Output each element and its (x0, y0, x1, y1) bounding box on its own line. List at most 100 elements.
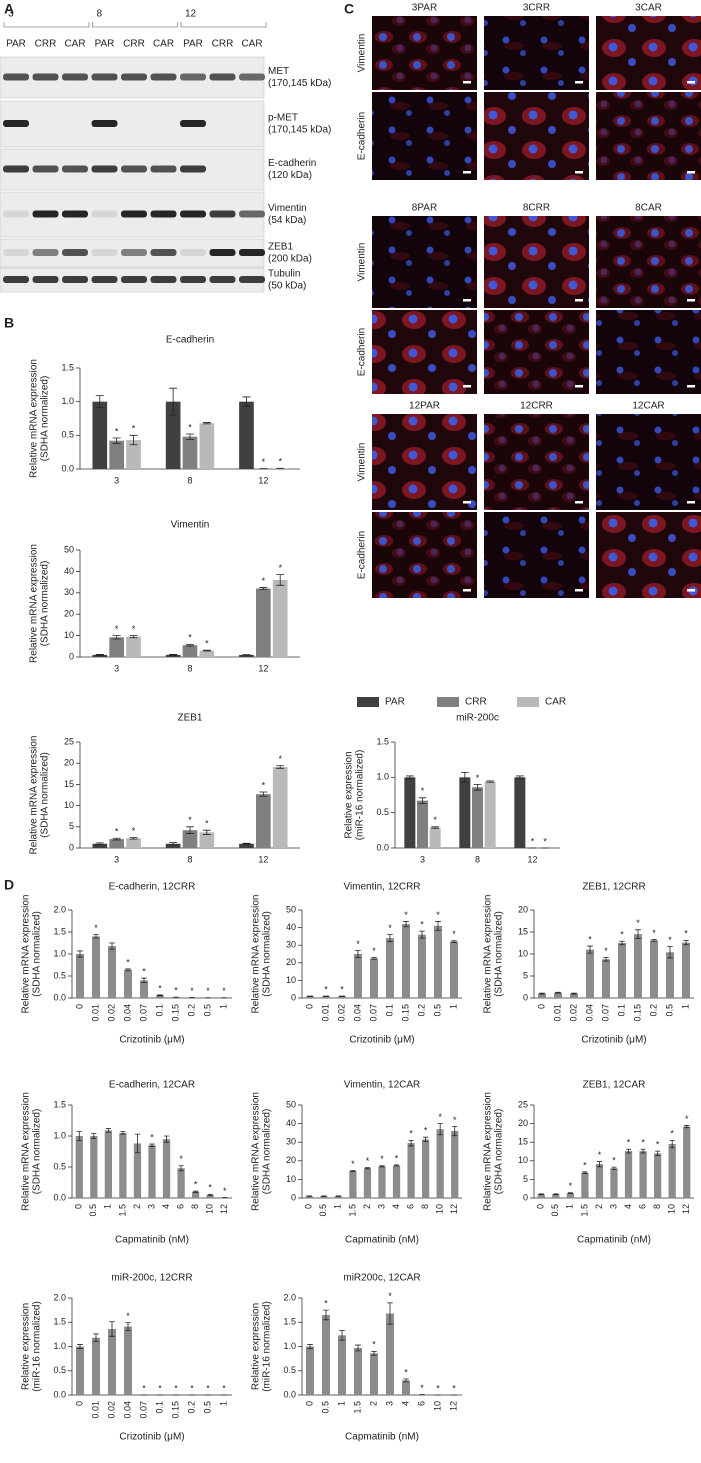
significance-mark: * (452, 1383, 456, 1393)
x-tick-label: 0.5 (550, 1204, 560, 1217)
error-bar (539, 1194, 544, 1195)
x-tick-label: 2 (368, 1401, 378, 1406)
legend-swatch (517, 697, 539, 707)
significance-mark: * (388, 923, 392, 933)
y-tick-label: 1.5 (61, 362, 74, 372)
blot-band (33, 166, 59, 173)
x-tick-label: 1.5 (347, 1204, 357, 1217)
micrograph (372, 216, 477, 308)
y-axis-label: (SDHA normalized) (40, 752, 51, 838)
x-tick-label: 8 (187, 854, 192, 864)
x-tick-label: 0.2 (416, 1004, 426, 1017)
significance-mark: * (372, 946, 376, 956)
bar (418, 935, 426, 998)
blot-band (239, 211, 265, 218)
blot-band (121, 74, 147, 81)
bar (682, 943, 690, 998)
y-tick-label: 5 (523, 1174, 528, 1184)
significance-mark: * (684, 929, 688, 939)
y-tick-label: 40 (286, 1118, 296, 1128)
y-axis-label: Relative mRNA expression (29, 736, 40, 855)
legend-swatch (437, 697, 459, 707)
bar (322, 1315, 330, 1395)
error-bar (684, 1125, 689, 1127)
significance-mark: * (278, 563, 282, 573)
y-tick-label: 10 (518, 948, 528, 958)
blot-band (92, 74, 118, 81)
bar (407, 1143, 414, 1198)
y-tick-label: 10 (64, 800, 74, 810)
blot-band (3, 249, 29, 256)
legend-label: PAR (385, 697, 405, 708)
bar (386, 938, 394, 998)
blot-band (151, 249, 177, 256)
x-axis-label: Capmatinib (nM) (577, 1235, 651, 1246)
y-axis-label: (SDHA normalized) (32, 1109, 43, 1195)
y-tick-label: 1.5 (53, 1317, 66, 1327)
bar (76, 1347, 84, 1396)
micrograph (596, 216, 701, 308)
bar (148, 1145, 155, 1198)
x-tick-label: 8 (190, 1204, 200, 1209)
blot-band (3, 74, 29, 81)
bar (683, 1127, 690, 1198)
protein-name: E-cadherin (268, 158, 316, 169)
lane-label: CAR (153, 39, 174, 50)
blot-band (239, 276, 265, 283)
blot-band (62, 211, 88, 218)
protein-size: (170,145 kDa) (268, 78, 331, 89)
significance-mark: * (340, 984, 344, 994)
blot-band (180, 120, 206, 127)
x-tick-label: 0.01 (90, 1401, 100, 1419)
error-bar (113, 838, 121, 840)
y-tick-label: 0.0 (53, 1389, 66, 1399)
y-tick-label: 20 (518, 1118, 528, 1128)
blot-band (180, 166, 206, 173)
significance-mark: * (194, 1180, 198, 1190)
bar (402, 924, 410, 998)
blot-band (151, 276, 177, 283)
protein-name: MET (268, 66, 289, 77)
bar (126, 838, 141, 848)
significance-mark: * (433, 815, 437, 825)
significance-mark: * (421, 786, 425, 796)
lane-label: CRR (123, 39, 145, 50)
y-tick-label: 0.0 (376, 842, 389, 852)
significance-mark: * (206, 986, 210, 996)
x-tick-label: 0.04 (584, 1004, 594, 1022)
y-axis-label: Relative mRNA expression (251, 1092, 262, 1211)
bar (105, 1130, 112, 1198)
x-tick-label: 8 (187, 475, 192, 485)
x-tick-label: 0.5 (88, 1204, 98, 1217)
blot-band (121, 276, 147, 283)
x-tick-label: 0.04 (122, 1401, 132, 1419)
scale-bar (575, 81, 583, 84)
y-tick-label: 0.5 (53, 1365, 66, 1375)
bar (450, 942, 458, 998)
x-tick-label: 4 (161, 1204, 171, 1209)
y-tick-label: 2.0 (53, 1292, 66, 1302)
bar (434, 926, 442, 998)
y-tick-label: 0.0 (53, 992, 66, 1002)
x-tick-label: 1 (336, 1401, 346, 1406)
y-tick-label: 0 (291, 992, 296, 1002)
blot-band (3, 166, 29, 173)
scale-bar (575, 171, 583, 174)
significance-mark: * (132, 826, 136, 836)
y-tick-label: 1.0 (283, 1341, 296, 1351)
chart-title: Vimentin, 12CRR (343, 882, 420, 893)
x-tick-label: 0.1 (384, 1004, 394, 1017)
significance-mark: * (620, 930, 624, 940)
protein-size: (54 kDa) (268, 215, 306, 226)
significance-mark: * (174, 985, 178, 995)
significance-mark: * (476, 773, 480, 783)
x-tick-label: 12 (258, 475, 268, 485)
y-tick-label: 10 (518, 1155, 528, 1165)
x-tick-label: 1 (218, 1401, 228, 1406)
y-axis-label: (SDHA normalized) (494, 1109, 505, 1195)
blot-band (239, 74, 265, 81)
protein-size: (120 kDa) (268, 170, 312, 181)
y-axis-label: Relative mRNA expression (21, 1092, 32, 1211)
y-axis-label: (SDHA normalized) (262, 911, 273, 997)
bar (459, 777, 470, 848)
